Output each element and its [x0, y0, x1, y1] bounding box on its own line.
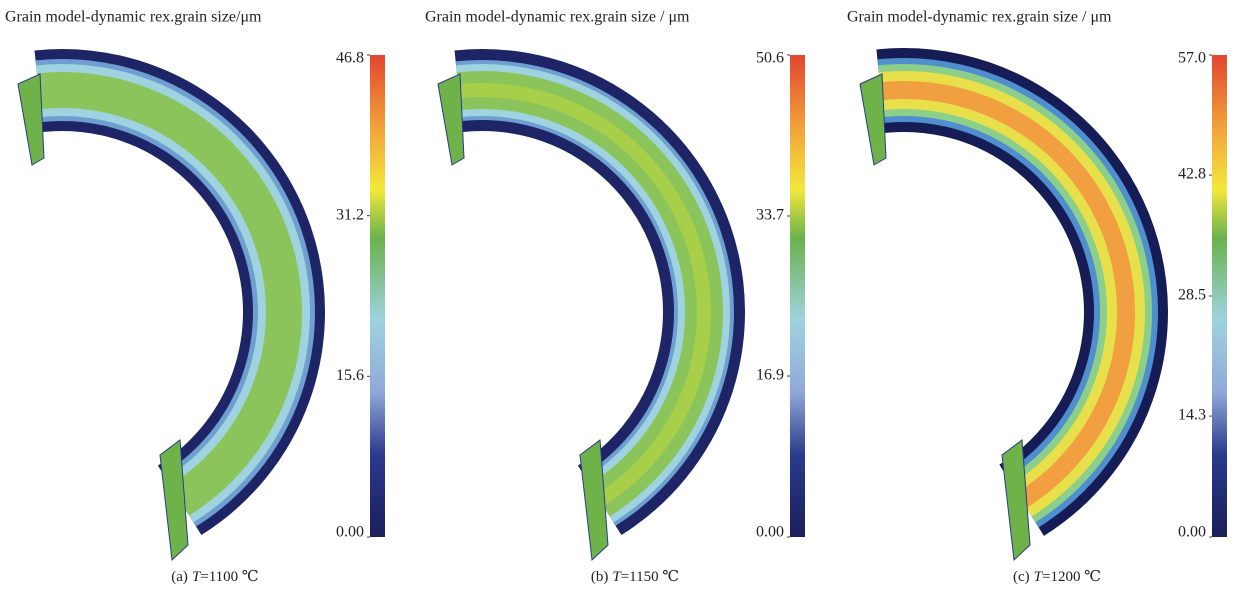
caption-label: (b) [591, 569, 609, 585]
caption: (c) T=1200 ℃ [1013, 569, 1101, 585]
colorbar-tick-label: 31.2 [336, 206, 364, 223]
colorbar-tick-label: 57.0 [1178, 50, 1206, 67]
ring-face [579, 439, 609, 562]
caption-variable: T [612, 569, 622, 585]
colorbar-tick-label: 50.6 [756, 50, 784, 67]
colorbar-tick-label: 28.5 [1178, 287, 1206, 304]
ring-band [879, 81, 1135, 508]
panel-title: Grain model-dynamic rex.grain size/μm [5, 9, 262, 26]
colorbar-tick-label: 33.7 [756, 207, 784, 224]
panel-title: Grain model-dynamic rex.grain size / μm [847, 9, 1112, 26]
colorbar-tick-label: 0.00 [1178, 524, 1206, 541]
ring-face [437, 73, 465, 166]
caption-text: =1100 ℃ [200, 569, 258, 585]
colorbar-tick-label: 42.8 [1178, 166, 1206, 183]
ring-face [159, 439, 189, 562]
caption-variable: T [192, 569, 202, 585]
caption-text: =1200 ℃ [1042, 569, 1101, 585]
panel: Grain model-dynamic rex.grain size/μm 0.0… [5, 9, 385, 585]
colorbar [370, 55, 385, 537]
caption-text: =1150 ℃ [621, 569, 679, 585]
ring-band [36, 72, 302, 516]
colorbar-tick-label: 0.00 [756, 524, 784, 541]
panel: Grain model-dynamic rex.grain size / μm 0… [425, 9, 805, 585]
colorbar-tick-label: 15.6 [336, 367, 364, 384]
caption: (a) T=1100 ℃ [171, 569, 258, 585]
caption-variable: T [1034, 569, 1044, 585]
ring-band [458, 83, 711, 507]
colorbar [790, 55, 805, 537]
caption-label: (a) [171, 569, 188, 585]
ring-face [17, 73, 45, 166]
ring-face [1001, 439, 1031, 562]
colorbar-tick-label: 14.3 [1178, 407, 1206, 424]
colorbar-tick-label: 16.9 [756, 367, 784, 384]
ring-face [859, 73, 887, 166]
panel-title: Grain model-dynamic rex.grain size / μm [425, 9, 690, 26]
colorbar [1212, 55, 1227, 537]
caption-label: (c) [1013, 569, 1030, 585]
colorbar-tick-label: 0.00 [336, 524, 364, 541]
panel: Grain model-dynamic rex.grain size / μm 0… [847, 9, 1227, 585]
colorbar-tick-label: 46.8 [336, 50, 364, 67]
caption: (b) T=1150 ℃ [591, 569, 679, 585]
